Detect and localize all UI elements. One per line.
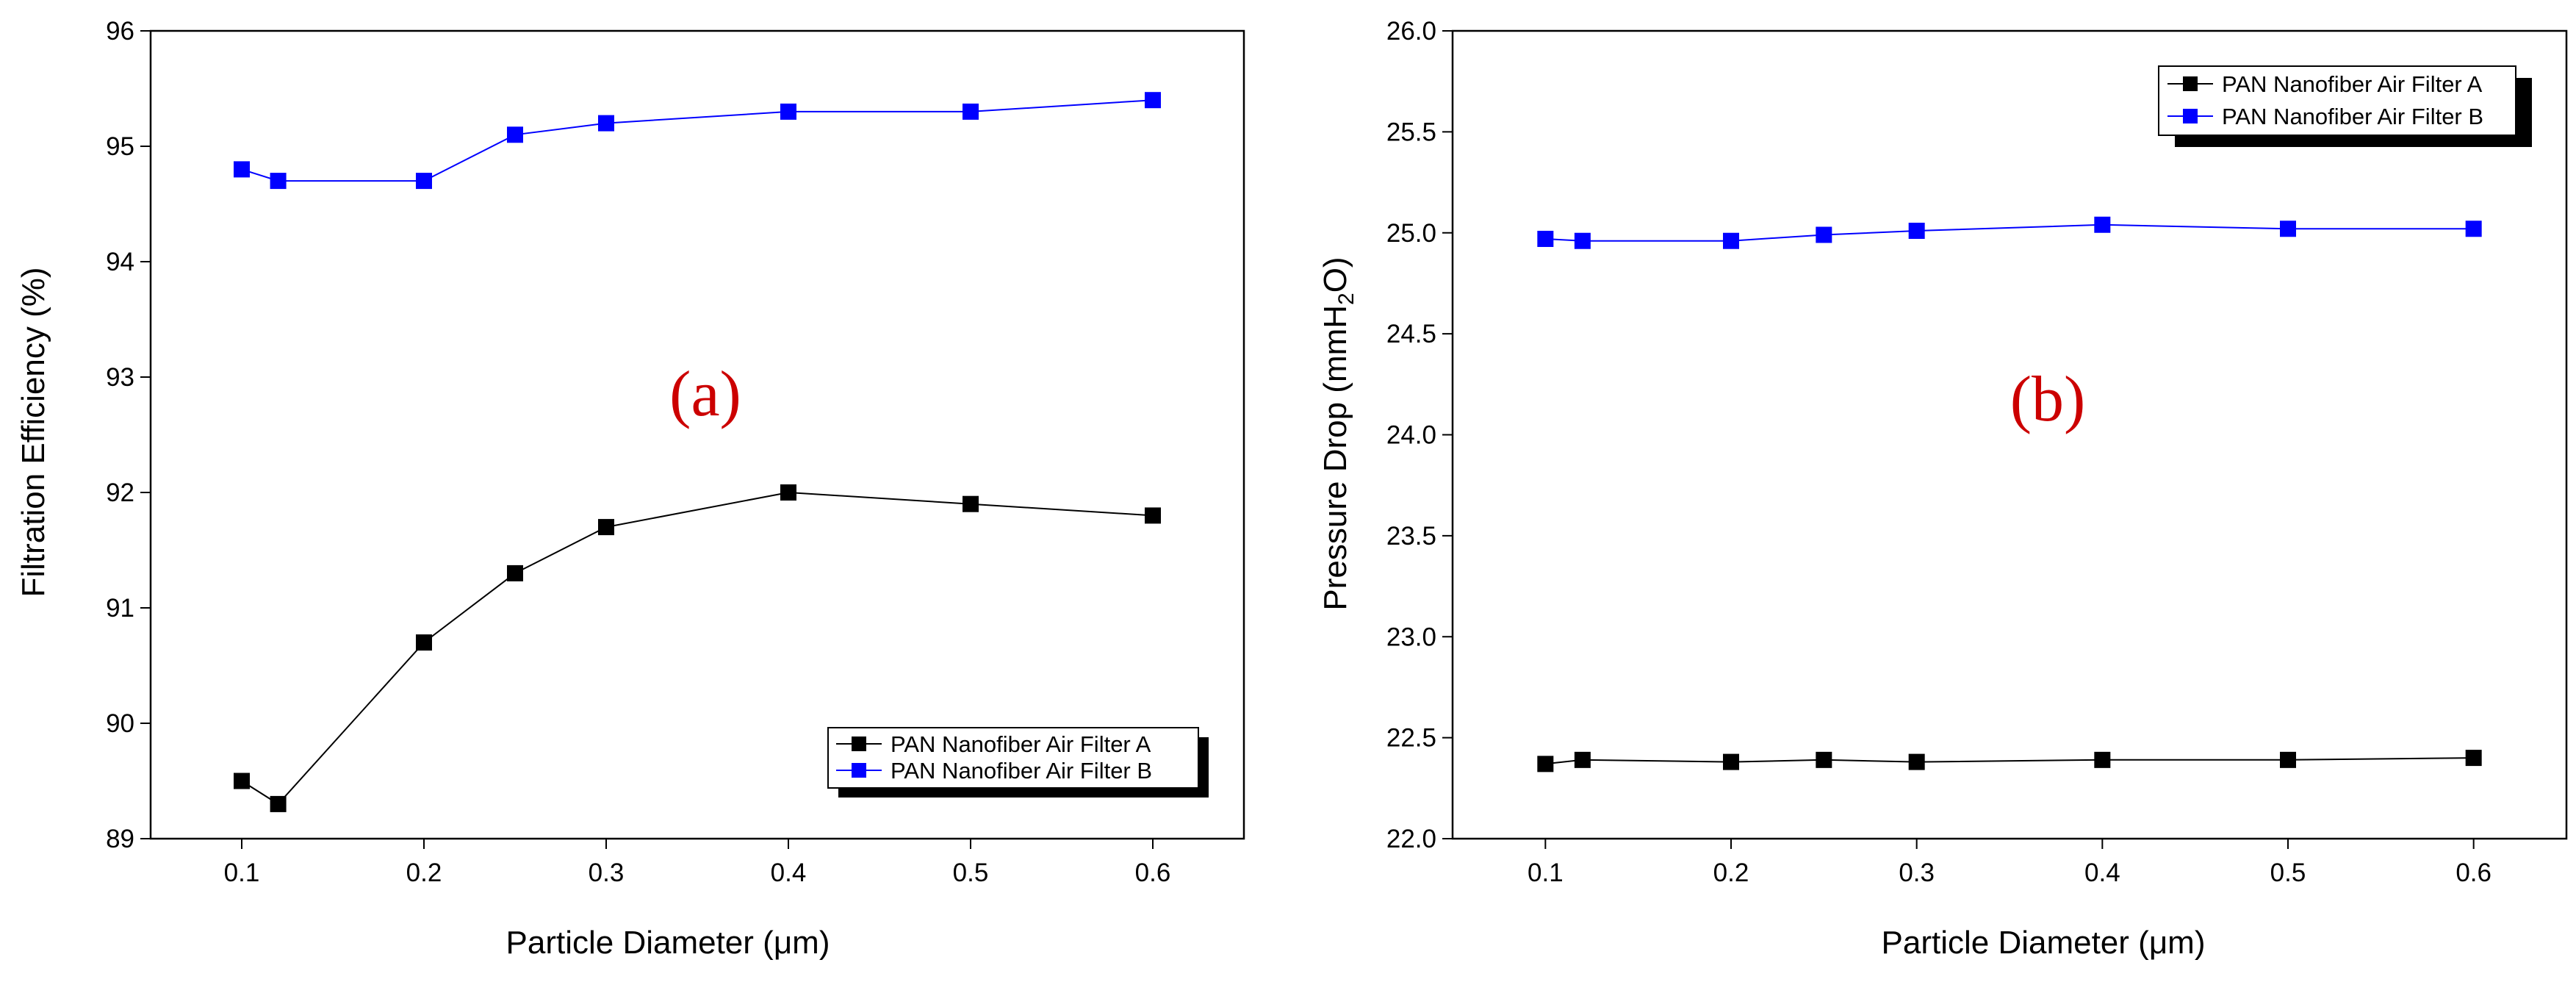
series-line-b [241,99,1154,182]
y-tick-label: 24.0 [1386,421,1436,450]
legend-box [827,727,1199,789]
data-point-a [234,773,250,789]
x-tick-label: 0.4 [771,859,807,887]
data-point-b [2280,221,2296,237]
y-tick-label: 94 [106,248,134,276]
y-tick-label: 26.0 [1386,17,1436,46]
data-point-a [1908,753,1925,770]
x-tick-label: 0.4 [2084,859,2120,887]
data-point-b [1816,226,1832,243]
y-axis-title: Pressure Drop (mmH2O) [1317,257,1359,610]
data-point-a [598,519,614,536]
x-ticks: 0.1 0.2 0.3 0.4 0.5 0.6 [1528,839,2492,887]
y-tick-label: 25.0 [1386,219,1436,248]
series-line-b [1545,223,2474,242]
data-point-a [507,565,523,581]
data-point-b [2094,216,2111,233]
data-point-b [1908,223,1925,240]
data-point-b [598,115,614,132]
y-tick-label: 22.5 [1386,724,1436,753]
x-tick-label: 0.6 [2456,859,2492,887]
legend-marker-b [852,763,866,778]
plot-frame [149,29,1245,840]
y-tick-label: 24.5 [1386,320,1436,348]
data-point-b [780,103,796,120]
data-point-a [1723,753,1739,770]
chart-panel-b: 0.1 0.2 0.3 0.4 0.5 0.6 22.022.523.023.524.02… [1317,17,2568,961]
data-point-a [1145,507,1161,524]
data-point-a [2280,751,2296,768]
data-point-a [1816,751,1832,768]
legend: PAN Nanofiber Air Filter A PAN Nanofiber… [2158,65,2532,147]
data-point-b [507,126,523,143]
x-ticks: 0.1 0.2 0.3 0.4 0.5 0.6 [224,839,1171,887]
x-tick-label: 0.3 [1899,859,1935,887]
x-tick-label: 0.1 [1528,859,1564,887]
legend-label-a: PAN Nanofiber Air Filter A [891,731,1151,757]
y-tick-label: 92 [106,479,134,507]
y-ticks: 89 90 91 92 93 94 95 96 [106,17,151,853]
legend-label-b: PAN Nanofiber Air Filter B [2222,104,2483,129]
legend: PAN Nanofiber Air Filter A PAN Nanofiber… [827,727,1209,798]
legend-label-b: PAN Nanofiber Air Filter B [891,758,1152,784]
x-tick-label: 0.6 [1135,859,1171,887]
legend-box [2158,65,2516,136]
plot-frame [1451,29,2568,840]
series-lines [1545,223,2474,765]
y-tick-label: 96 [106,17,134,46]
series-line-a [1545,757,2474,765]
data-point-b [1723,232,1739,249]
x-axis-title: Particle Diameter (μm) [506,925,830,961]
data-point-a [2465,750,2482,767]
series-markers [1537,216,2482,773]
y-tick-label: 91 [106,594,134,623]
data-point-b [2465,221,2482,237]
x-tick-label: 0.2 [1713,859,1749,887]
y-tick-label: 22.0 [1386,825,1436,853]
x-tick-label: 0.1 [224,859,260,887]
y-tick-label: 23.0 [1386,623,1436,651]
data-point-b [1537,230,1554,247]
x-axis-title: Particle Diameter (μm) [1882,925,2206,961]
legend-marker-b [2183,109,2198,123]
series-markers [234,92,1161,812]
chart-panel-a: 0.1 0.2 0.3 0.4 0.5 0.6 89 90 91 92 93 94 95 96 Part… [15,17,1245,961]
y-axis-title: Filtration Efficiency (%) [15,267,51,597]
legend-marker-a [2183,76,2198,91]
panel-label: (a) [669,359,741,430]
data-point-b [270,173,287,190]
x-tick-label: 0.3 [589,859,625,887]
y-tick-label: 25.5 [1386,118,1436,146]
data-point-a [963,495,979,512]
y-tick-label: 89 [106,825,134,853]
data-point-b [234,161,250,178]
series-line-a [241,491,1154,806]
legend-marker-a [852,736,866,751]
data-point-b [416,173,432,190]
legend-label-a: PAN Nanofiber Air Filter A [2222,71,2483,97]
data-point-a [416,634,432,651]
data-point-a [1574,751,1591,768]
data-point-b [963,103,979,120]
y-tick-label: 23.5 [1386,522,1436,551]
series-lines [241,99,1154,806]
x-tick-label: 0.2 [406,859,442,887]
x-tick-label: 0.5 [953,859,989,887]
data-point-a [1537,756,1554,773]
data-point-b [1574,232,1591,249]
y-tick-label: 90 [106,709,134,738]
y-ticks: 22.0 22.5 23.0 23.5 24.0 24.5 25.0 25.5 26.0 [1386,17,1453,853]
data-point-b [1145,92,1161,109]
panel-label: (b) [2010,364,2086,435]
y-tick-label: 95 [106,132,134,161]
data-point-a [2094,751,2111,768]
data-point-a [780,484,796,501]
y-tick-label: 93 [106,363,134,392]
data-point-a [270,795,287,812]
x-tick-label: 0.5 [2270,859,2306,887]
